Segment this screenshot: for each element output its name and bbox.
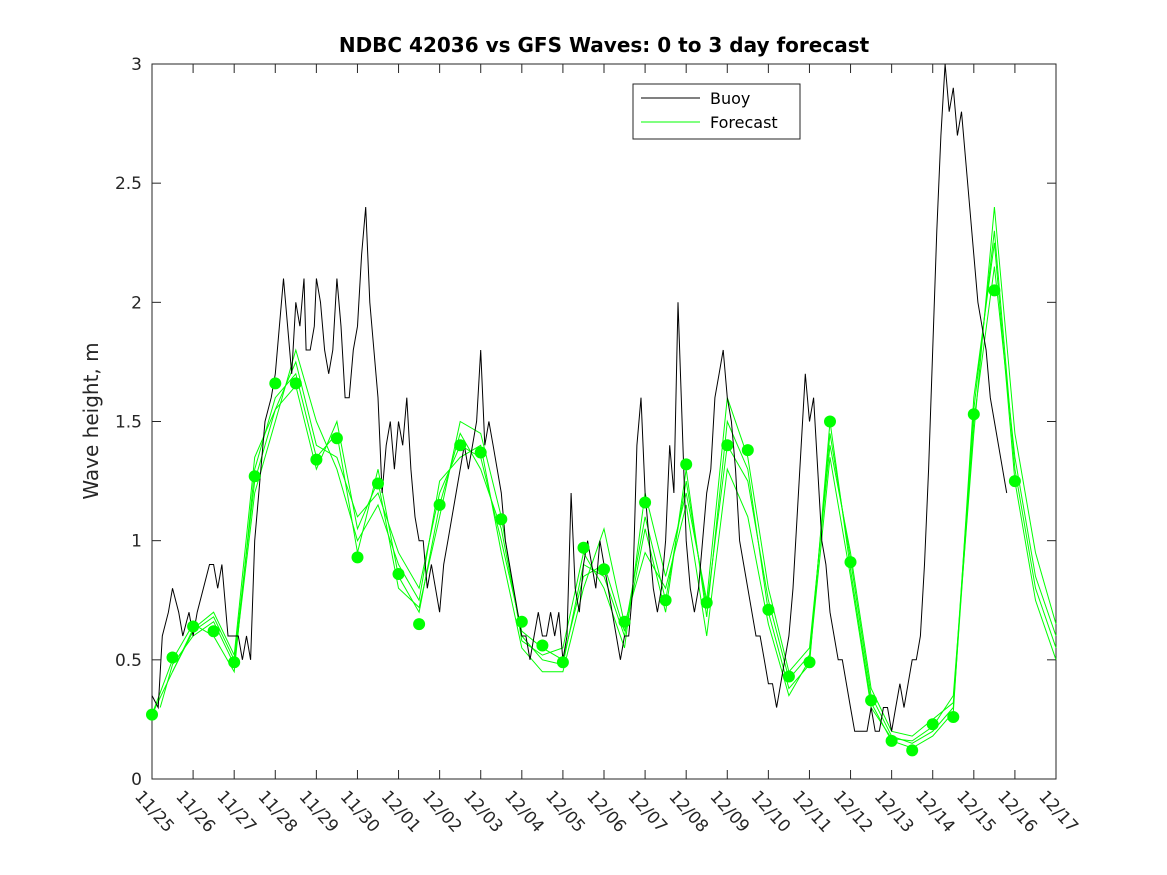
y-tick-label: 2.5 [115,174,142,194]
forecast-marker [824,415,836,428]
plot-area [151,63,1057,780]
forecast-marker [474,446,487,459]
forecast-marker [598,563,610,576]
y-tick-label: 1.5 [115,413,142,433]
y-axis-label: Wave height, m [79,342,103,499]
forecast-marker [782,670,795,683]
forecast-marker [967,408,980,421]
forecast-marker [454,439,467,452]
forecast-marker [680,458,693,471]
forecast-marker [885,734,898,747]
forecast-marker [865,694,878,707]
forecast-marker [495,513,508,526]
forecast-marker [187,620,200,633]
forecast-marker [741,444,754,457]
forecast-marker [906,744,919,757]
forecast-marker [207,625,220,638]
forecast-marker [618,615,631,628]
forecast-marker [700,596,713,609]
forecast-marker [762,603,775,616]
forecast-marker [351,551,364,564]
forecast-marker [947,711,960,723]
forecast-marker [556,656,569,669]
forecast-marker [248,470,261,483]
y-tick-label: 0 [131,770,142,790]
forecast-marker [577,541,590,554]
legend-buoy-label: Buoy [710,89,750,108]
forecast-marker [289,377,302,390]
forecast-marker [659,594,672,607]
y-tick-label: 2 [131,293,142,313]
forecast-marker [844,556,857,569]
forecast-marker [269,377,282,390]
chart-title: NDBC 42036 vs GFS Waves: 0 to 3 day fore… [339,33,870,57]
forecast-line-2 [151,242,1057,749]
forecast-marker [310,453,323,466]
forecast-marker [392,568,405,580]
forecast-marker [146,708,158,721]
forecast-marker [803,656,816,669]
y-tick-label: 3 [131,55,142,75]
forecast-marker [330,432,343,445]
y-tick-label: 0.5 [115,651,142,671]
forecast-marker [926,718,939,731]
forecast-marker [433,498,446,511]
forecast-marker [988,284,1001,297]
legend-forecast-label: Forecast [710,113,778,132]
forecast-marker [372,477,384,490]
forecast-marker [228,656,241,669]
forecast-marker [721,439,734,452]
forecast-marker [166,651,179,664]
forecast-line-3 [159,206,1057,742]
legend: Buoy Forecast [632,83,801,140]
y-tick-label: 1 [131,532,142,552]
forecast-marker [536,639,549,652]
legend-box [632,83,801,140]
forecast-marker [639,496,652,509]
forecast-marker [1008,475,1021,488]
forecast-marker [515,615,528,628]
buoy-line [151,63,1008,732]
marker-layer [146,284,1021,757]
forecast-marker [413,618,426,631]
